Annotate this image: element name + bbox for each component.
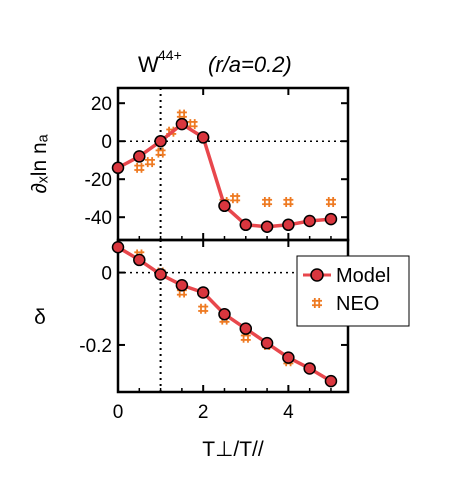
- bottom-ytick-label: 0: [101, 264, 112, 285]
- bottom-model-point: [218, 307, 231, 321]
- top-model-point: [175, 117, 189, 131]
- top-reference-lines: [118, 88, 348, 240]
- top-ytick-label: -20: [85, 170, 112, 191]
- top-neo-point: [155, 147, 166, 158]
- title-superscript: 44+: [158, 47, 182, 63]
- bottom-panel: 0 2 4 0 -0.2 δ T⊥/T// Model NEO: [34, 238, 410, 461]
- bottom-xtick-label: 0: [113, 402, 124, 423]
- top-model-point: [282, 218, 295, 232]
- top-neo-point: [283, 197, 294, 207]
- bottom-model-point: [196, 286, 210, 299]
- top-neo-point: [262, 197, 273, 207]
- bottom-model-point: [175, 278, 189, 292]
- bottom-ylabel: δ: [34, 306, 46, 329]
- top-neo-point: [134, 162, 145, 173]
- top-neo-point: [176, 109, 187, 120]
- bottom-model-point: [111, 240, 125, 254]
- bottom-neo-point: [198, 303, 209, 314]
- legend-neo-label: NEO: [336, 293, 379, 315]
- top-ylabel: ∂ₓln nₐ: [28, 134, 51, 193]
- x-axis-label: T⊥/T//: [202, 438, 264, 461]
- top-model-point: [111, 161, 125, 175]
- legend-neo-hash: [312, 298, 322, 308]
- bottom-model-point: [282, 351, 295, 364]
- top-neo-point: [325, 197, 336, 207]
- bottom-ytick-label: -0.2: [79, 336, 112, 357]
- title-qualifier: (r/a=0.2): [208, 52, 292, 77]
- legend: Model NEO: [296, 255, 410, 327]
- bottom-ticks: 0 2 4 0 -0.2: [79, 240, 348, 423]
- top-ytick-label: -40: [85, 208, 112, 229]
- top-model-point: [154, 134, 167, 148]
- bottom-model-point: [260, 336, 274, 350]
- legend-model-marker: [310, 268, 324, 282]
- bottom-xtick-label: 4: [283, 402, 294, 423]
- top-neo-point: [144, 157, 155, 168]
- bottom-reference-lines: [118, 240, 348, 392]
- bottom-model-point: [154, 268, 167, 281]
- bottom-model-point: [239, 322, 253, 335]
- top-neo-point: [230, 193, 241, 204]
- top-ytick-label: 0: [101, 132, 112, 153]
- top-ytick-label: 20: [91, 94, 112, 115]
- title-main: W: [138, 52, 159, 77]
- top-series: [111, 109, 338, 233]
- bottom-model-point: [324, 374, 338, 388]
- bottom-series: [111, 240, 338, 388]
- legend-model-label: Model: [336, 265, 390, 287]
- top-model-point: [260, 220, 274, 233]
- top-model-point: [218, 199, 231, 213]
- bottom-model-point: [133, 253, 146, 267]
- legend-neo-marker: [312, 298, 322, 308]
- top-model-point: [239, 218, 253, 232]
- top-model-point: [133, 150, 146, 163]
- top-model-point: [324, 212, 338, 226]
- legend-box: [296, 255, 410, 327]
- bottom-xtick-label: 2: [198, 402, 209, 423]
- top-panel: 20 0 -20 -40 ∂ₓln nₐ: [28, 86, 350, 242]
- top-model-point: [196, 131, 210, 144]
- top-model-point: [303, 214, 316, 228]
- bottom-model-point: [303, 362, 316, 375]
- chart-title: W 44+ (r/a=0.2): [138, 47, 292, 77]
